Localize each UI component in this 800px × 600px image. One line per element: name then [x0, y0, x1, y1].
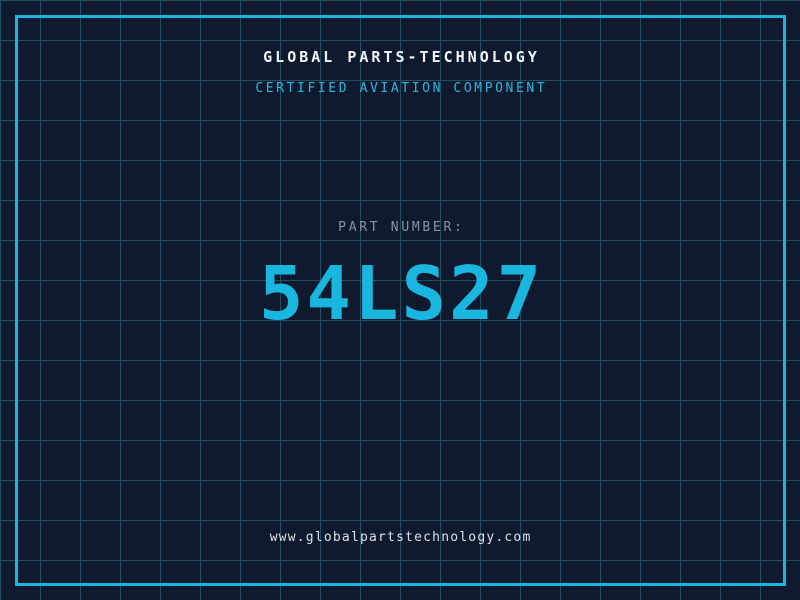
brand-subtitle: CERTIFIED AVIATION COMPONENT [255, 81, 548, 96]
brand-title: GLOBAL PARTS-TECHNOLOGY [263, 48, 540, 66]
site-url: www.globalpartstechnology.com [269, 530, 532, 545]
part-number-label: PART NUMBER: [338, 220, 465, 235]
part-number-value: 54LS27 [258, 251, 545, 337]
